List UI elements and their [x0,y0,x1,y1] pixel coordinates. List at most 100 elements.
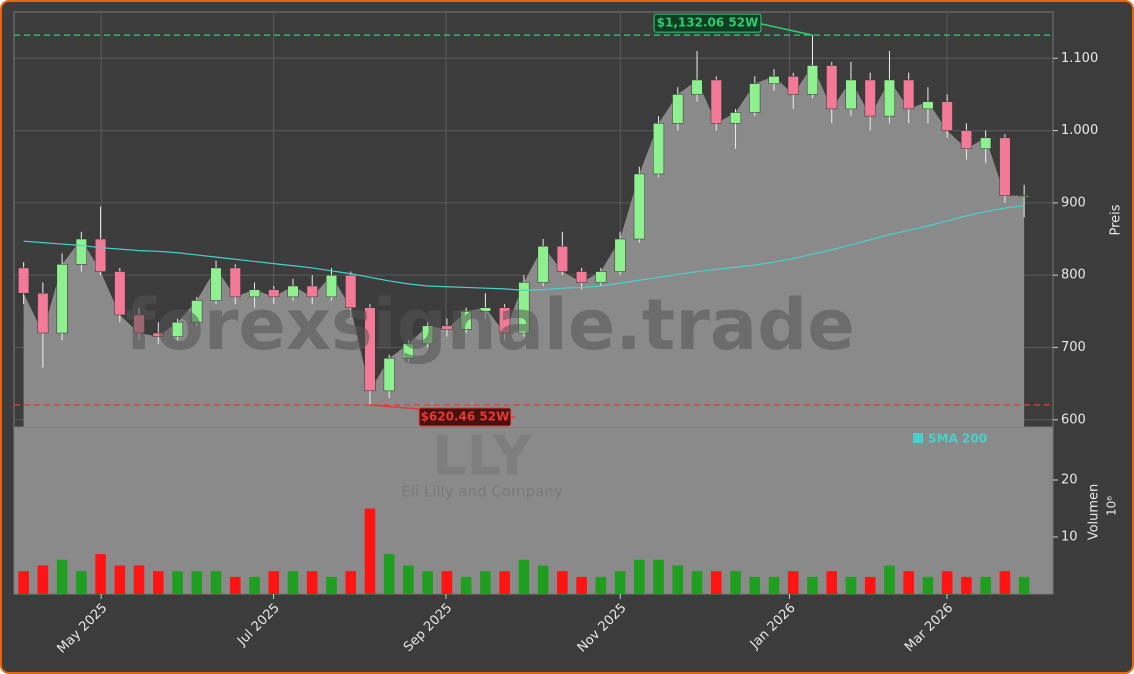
volume-bar [326,576,337,594]
candle-body [1018,195,1030,197]
volume-bar [884,565,895,594]
volume-bar [499,571,510,594]
volume-bar [749,576,761,594]
volume-bar [999,571,1011,594]
candle-body [653,123,665,175]
volume-panel [13,426,1054,595]
volume-unit: 10⁶ [1105,496,1119,516]
candle-body [248,289,261,298]
volume-bar [730,571,741,594]
candle-body [941,101,953,131]
y-tick-label: 700 [1061,340,1086,355]
y-tick-label: 1.000 [1061,123,1098,138]
candle-body [845,79,857,110]
volume-bar [653,559,664,594]
volume-bar [614,571,626,594]
volume-bar [287,571,299,594]
candle-body [441,325,453,330]
symbol-watermark: LLY [432,425,532,488]
volume-bar [95,554,106,594]
candle-body [152,332,164,337]
candle-body [633,173,645,240]
volume-bar [172,571,183,594]
volume-bar [37,565,49,594]
candle-body [460,311,472,330]
candle-body [672,94,684,124]
candle-body [191,300,203,323]
y-tick-label: 20 [1061,473,1078,488]
volume-bar [345,571,357,594]
candle-body [595,271,607,283]
candle-body [479,307,491,312]
volume-bar [672,565,684,594]
y-tick-label: 10 [1061,530,1078,545]
company-watermark: Eli Lilly and Company [401,483,563,501]
volume-bar [191,571,203,594]
volume-bar [710,571,722,594]
annotation-box [653,13,762,33]
candle-body [903,79,915,110]
volume-bar [787,571,799,594]
price-area [23,65,1025,427]
candle-body [883,79,895,117]
volume-bar [1018,576,1030,594]
candle-body [287,285,299,298]
y-tick-label: 1.100 [1061,51,1098,66]
volume-bar [383,554,395,594]
annotation-label: $620.46 52W [421,409,510,423]
volume-bar [153,571,164,594]
volume-bar [56,559,68,594]
volume-bar [210,571,222,594]
volume-bar [634,559,645,594]
candle-body [518,282,530,334]
y-tick-label: 900 [1061,195,1086,210]
volume-bar [480,571,491,594]
candle-body [576,271,588,283]
candle-body [229,267,241,298]
candle-body [556,246,568,272]
candle-body [922,101,934,110]
volume-bar [864,576,876,594]
candle-body [75,238,87,265]
volume-bar [229,576,241,594]
candle-body [18,267,30,294]
candle-body [114,271,126,316]
candle-body [345,274,357,308]
volume-bar [364,508,376,594]
candle-body [268,289,280,298]
volume-bar [807,576,818,594]
candle-body [422,325,434,345]
candle-body [826,65,838,110]
legend-label: SMA 200 [928,432,987,446]
volume-bar [268,571,280,594]
y-tick-label: 600 [1061,412,1086,427]
y-axis-label: Preis [1109,204,1124,235]
candle-body [402,343,414,359]
candle-body [614,238,626,272]
candle-body [999,137,1011,196]
volume-bar [306,571,318,594]
volume-bar [249,576,260,594]
volume-bar [18,571,29,594]
candle-body [210,267,222,301]
candle-body [710,79,722,124]
volume-bar [441,571,453,594]
volume-bar [537,565,549,594]
volume-bar [518,559,530,594]
candle-body [749,83,761,113]
candle-body [806,65,819,95]
volume-bar [114,565,126,594]
volume-bar [460,576,472,594]
sma-line [23,205,1025,291]
candle-body [787,76,799,95]
candle-body [95,238,107,272]
watermark: forexsignale.trade [125,284,854,366]
candle-body [172,321,184,337]
candle-body [383,358,395,392]
volume-bar [922,576,934,594]
candle-body [960,130,972,149]
volume-bar [826,571,838,594]
candle-body [537,246,549,283]
